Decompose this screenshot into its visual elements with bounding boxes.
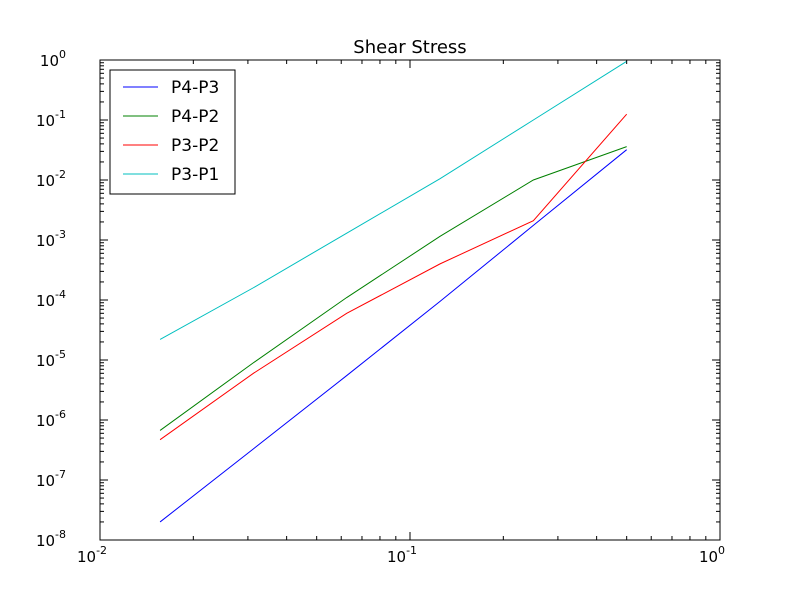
legend-label-p3-p2: P3-P2 <box>171 136 219 156</box>
chart-title: Shear Stress <box>353 37 466 58</box>
series-line-p4-p3 <box>159 149 627 523</box>
legend-label-p4-p2: P4-P2 <box>171 107 219 127</box>
y-tick-label: 10-5 <box>36 348 66 370</box>
y-tick-label: 10-3 <box>36 228 66 250</box>
legend-box <box>109 69 236 195</box>
y-tick-label: 10-6 <box>36 408 66 430</box>
legend: P4-P3 P4-P2 P3-P2 P3-P1 <box>109 69 236 195</box>
y-tick-label: 10-1 <box>36 108 66 130</box>
legend-label-p4-p3: P4-P3 <box>171 78 219 98</box>
y-tick-label: 10-8 <box>36 528 66 550</box>
legend-label-p3-p1: P3-P1 <box>171 165 219 185</box>
y-tick-label: 100 <box>40 48 66 70</box>
x-tick-label: 10-1 <box>387 544 417 566</box>
series-line-p3-p1 <box>159 60 627 340</box>
series-line-p4-p2 <box>159 146 627 431</box>
x-tick-label: 10-2 <box>77 544 107 566</box>
series-line-p3-p2 <box>159 113 628 441</box>
y-tick-label: 10-4 <box>36 288 66 310</box>
y-tick-label: 10-2 <box>36 168 66 190</box>
x-tick-label: 100 <box>699 544 725 566</box>
tick-layer: 10-2 10-1 100 10-8 10-7 10-6 10-5 10-4 10-3 10-2 1… <box>36 48 725 566</box>
y-tick-label: 10-7 <box>36 468 66 490</box>
series-layer <box>159 60 628 523</box>
